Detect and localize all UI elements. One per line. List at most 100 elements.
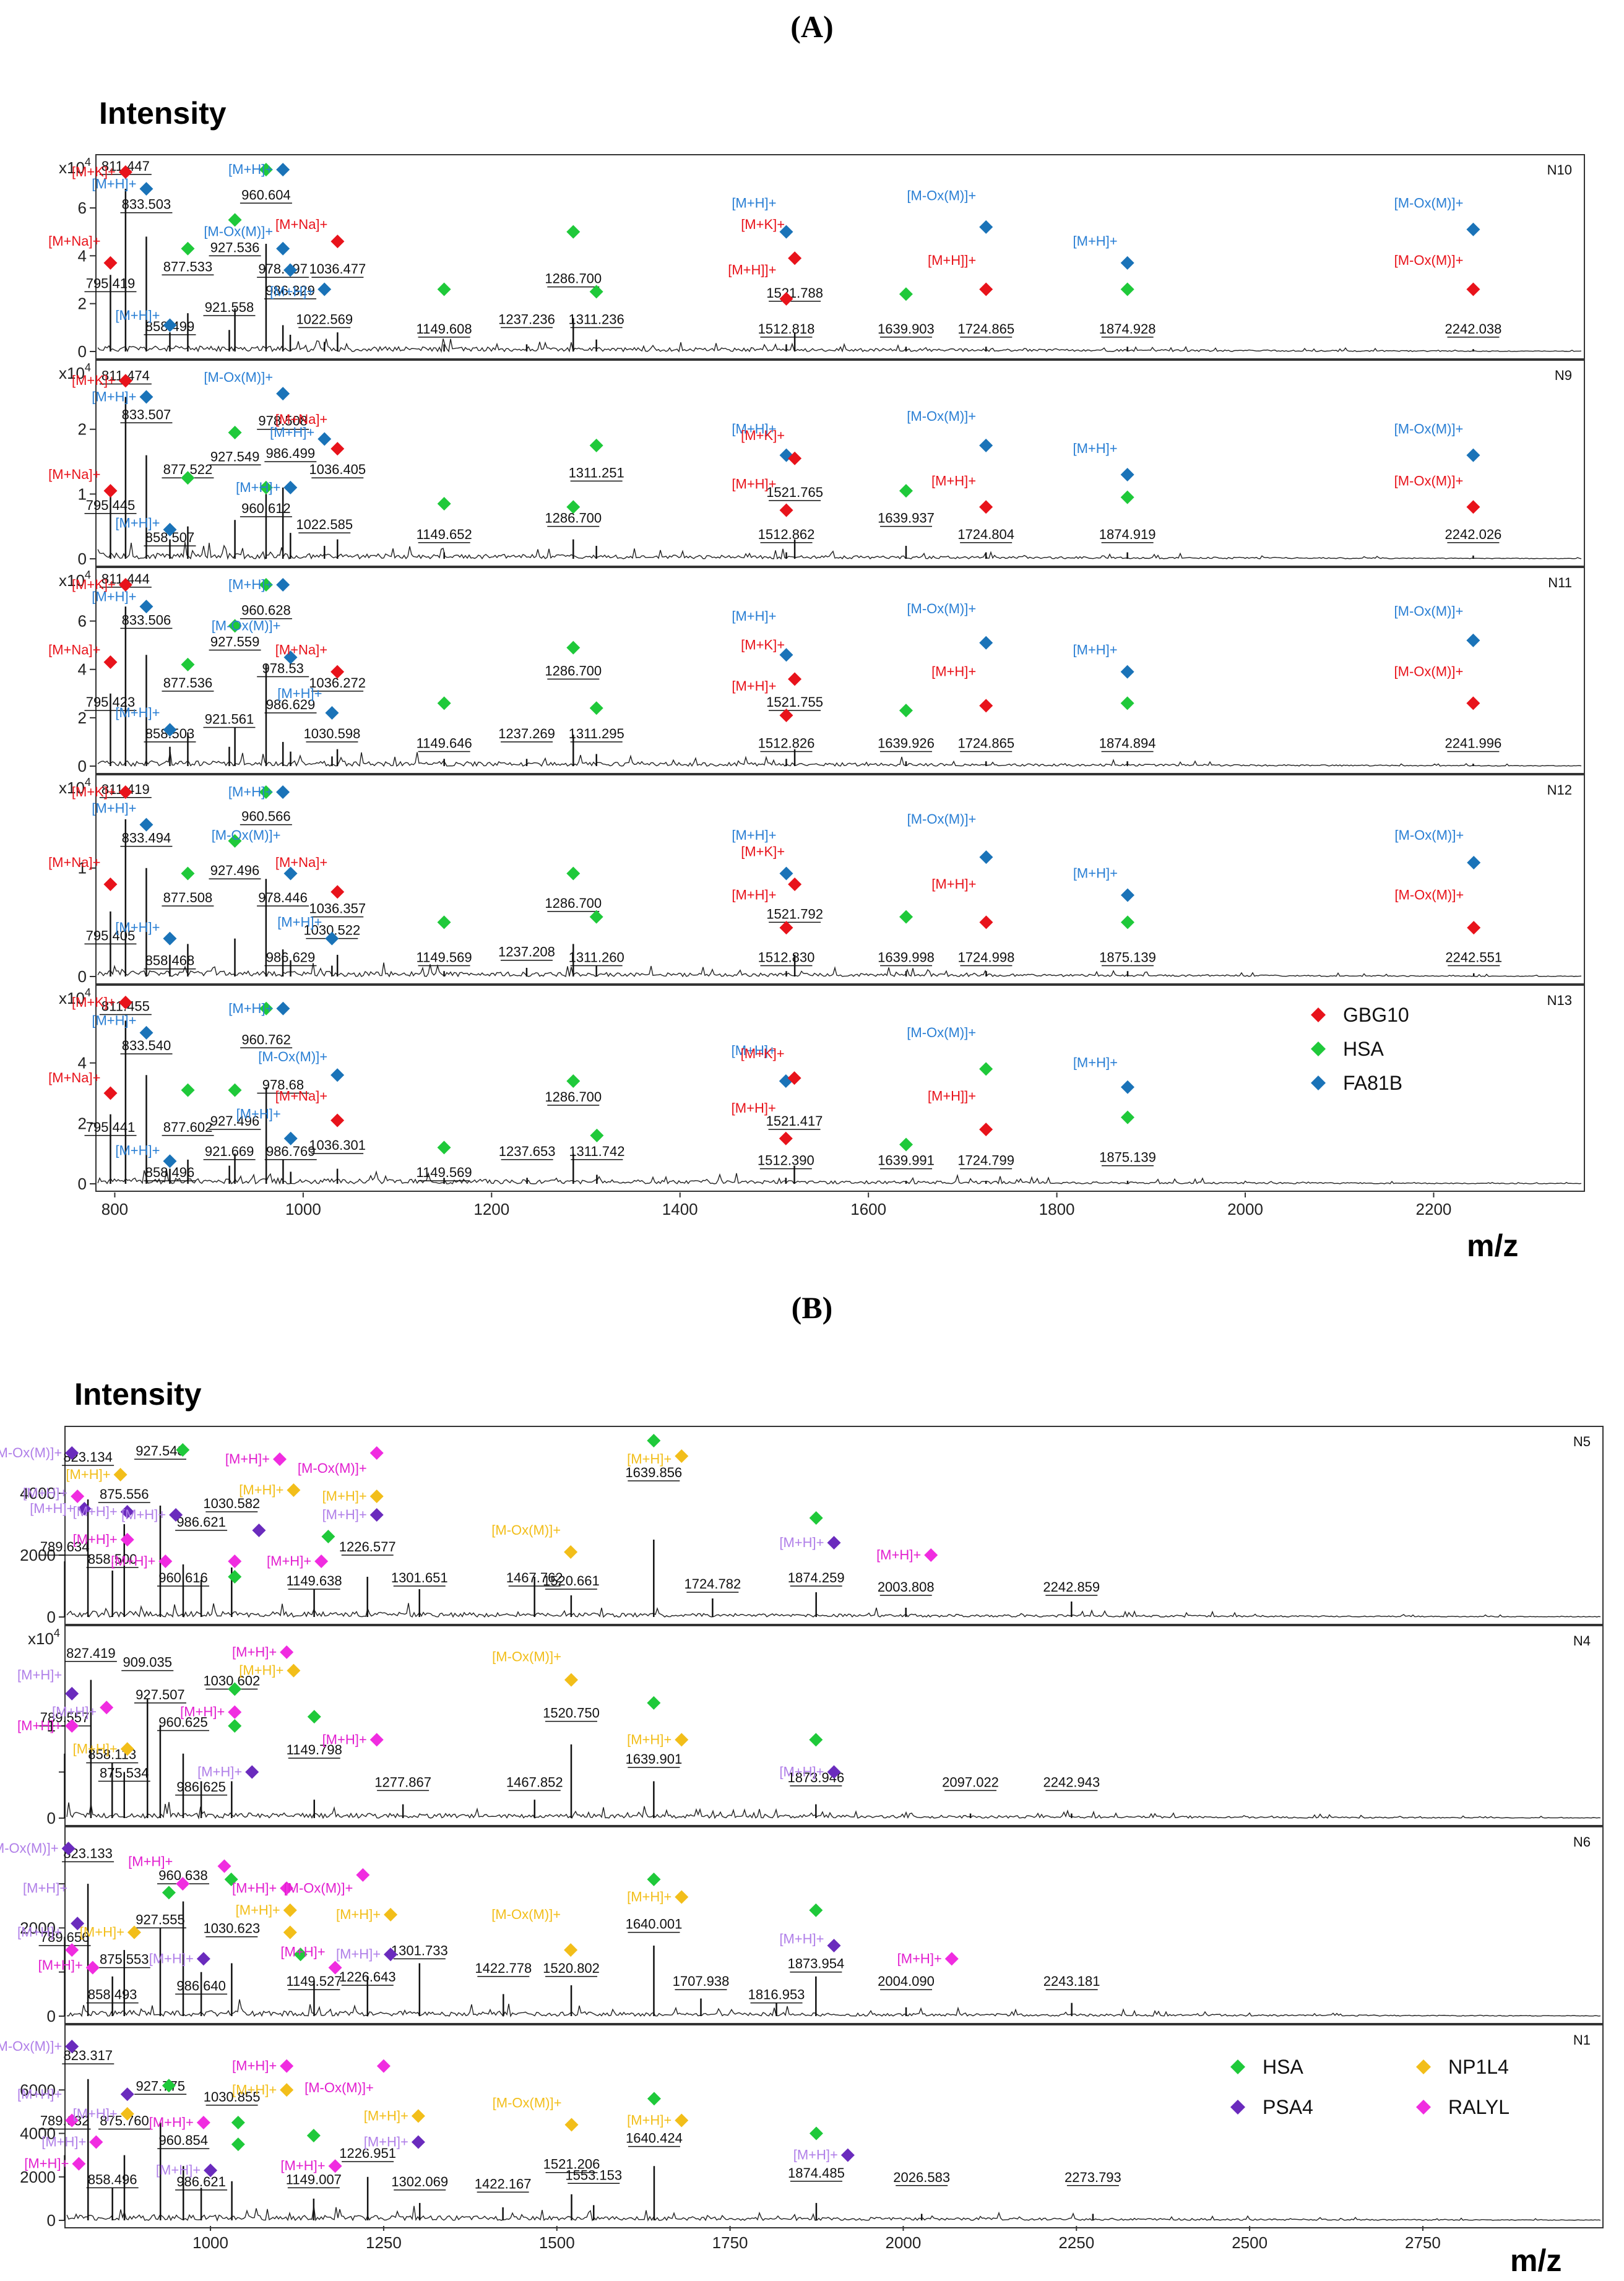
diamond-marker bbox=[293, 1947, 308, 1962]
diamond-marker bbox=[1120, 467, 1134, 481]
ion-annotation: [M-Ox(M)]+ bbox=[258, 1049, 327, 1064]
diamond-marker bbox=[328, 2159, 342, 2173]
ion-annotation: [M-Ox(M)]+ bbox=[491, 1522, 561, 1538]
ion-annotation: [M+Na]+ bbox=[275, 1088, 327, 1103]
diamond-marker bbox=[979, 220, 993, 234]
diamond-marker bbox=[283, 480, 298, 494]
ion-annotation: [M+Na]+ bbox=[275, 855, 327, 870]
ion-annotation: [M+H]+ bbox=[24, 2156, 69, 2171]
diamond-marker bbox=[228, 213, 242, 227]
peak-label: 1521.765 bbox=[766, 485, 823, 500]
peak-label: 789.557 bbox=[40, 1710, 90, 1725]
peak-label: 1640.424 bbox=[626, 2131, 683, 2146]
peak-label: 1467.762 bbox=[506, 1570, 563, 1585]
diamond-marker bbox=[564, 2118, 579, 2132]
ion-annotation: [M+H]+ bbox=[73, 2106, 118, 2121]
diamond-marker bbox=[437, 282, 451, 296]
diamond-marker bbox=[280, 2059, 294, 2073]
x-tick-label: 2000 bbox=[1227, 1200, 1263, 1218]
peak-label: 1512.830 bbox=[758, 949, 815, 965]
x-tick-label: 1600 bbox=[850, 1200, 886, 1218]
diamond-marker bbox=[979, 500, 993, 514]
ion-annotation: [M-Ox(M)]+ bbox=[907, 811, 977, 827]
peak-label: 2004.090 bbox=[878, 1973, 935, 1989]
ion-annotation: [M+H]+ bbox=[92, 176, 136, 191]
ion-annotation: [M+H]+ bbox=[322, 1507, 367, 1522]
diamond-marker bbox=[217, 1859, 231, 1873]
legend-marker bbox=[1311, 1007, 1326, 1022]
diamond-marker bbox=[779, 648, 793, 662]
ion-annotation: [M+H]+ bbox=[732, 887, 776, 903]
diamond-marker bbox=[103, 484, 118, 498]
ion-annotation: [M+H]+ bbox=[115, 308, 160, 323]
diamond-marker bbox=[276, 785, 290, 799]
y-tick-label: 4 bbox=[78, 246, 87, 265]
diamond-marker bbox=[437, 1140, 451, 1155]
peak-label: 1422.167 bbox=[475, 2176, 532, 2191]
diamond-marker bbox=[259, 578, 273, 592]
ion-annotation: [M+H]+ bbox=[92, 800, 136, 816]
peak-label: 1873.954 bbox=[787, 1956, 844, 1972]
ion-annotation: [M+K]+ bbox=[72, 577, 116, 592]
ion-annotation: [M+H]+ bbox=[322, 1731, 367, 1747]
legend-label: GBG10 bbox=[1343, 1004, 1409, 1026]
ion-annotation: [M+H]+ bbox=[73, 1532, 118, 1547]
ion-annotation: [M+H]+ bbox=[92, 389, 136, 404]
ion-annotation: [M+H]+ bbox=[228, 577, 273, 592]
ion-annotation: [M+H]+ bbox=[779, 1931, 824, 1946]
peak-label: 1724.998 bbox=[958, 949, 1015, 965]
peak-label: 986.629 bbox=[266, 949, 316, 965]
peak-label: 1521.417 bbox=[766, 1113, 823, 1129]
diamond-marker bbox=[566, 866, 581, 881]
peak-label: 1301.651 bbox=[391, 1570, 448, 1585]
peak-label: 827.419 bbox=[66, 1645, 116, 1661]
diamond-marker bbox=[590, 1128, 604, 1142]
diamond-marker bbox=[1466, 500, 1480, 514]
peak-label: 1149.608 bbox=[417, 321, 472, 337]
peak-label: 1286.700 bbox=[545, 663, 602, 678]
ion-annotation: [M+H]+ bbox=[115, 920, 160, 935]
y-tick-label: 6000 bbox=[20, 2080, 56, 2099]
diamond-marker bbox=[899, 484, 913, 498]
ion-annotation: [M-Ox(M)]+ bbox=[1394, 421, 1464, 437]
y-tick-label: 4000 bbox=[20, 1484, 56, 1503]
y-tick-label: 0 bbox=[47, 1809, 56, 1827]
diamond-marker bbox=[330, 665, 345, 679]
ion-annotation: [M-Ox(M)]+ bbox=[907, 408, 976, 424]
peak-label: 1512.390 bbox=[758, 1153, 814, 1168]
peak-label: 921.561 bbox=[205, 711, 254, 727]
ion-annotation: [M+K]+ bbox=[741, 637, 785, 653]
diamond-marker bbox=[788, 251, 802, 265]
diamond-marker bbox=[979, 699, 993, 713]
peak-label: 877.533 bbox=[163, 259, 213, 274]
peak-label: 858.468 bbox=[145, 953, 195, 968]
ion-annotation: [M+H]+ bbox=[149, 2115, 194, 2130]
diamond-marker bbox=[827, 1938, 841, 1952]
ion-annotation: [M+H]+ bbox=[364, 2134, 408, 2150]
y-tick-label: 2 bbox=[78, 420, 87, 439]
peak-label: 1553.153 bbox=[565, 2167, 622, 2183]
ion-annotation: [M-Ox(M)]+ bbox=[1394, 887, 1464, 903]
panel-n12: N1201x104811.419833.494877.508795.405858… bbox=[48, 774, 1585, 986]
peak-label: 1467.852 bbox=[506, 1774, 563, 1790]
diamond-marker bbox=[317, 282, 332, 296]
diamond-marker bbox=[779, 503, 793, 517]
peak-label: 1311.742 bbox=[569, 1144, 624, 1159]
diamond-marker bbox=[589, 701, 603, 715]
diamond-marker bbox=[589, 910, 603, 924]
x-tick-label: 1000 bbox=[285, 1200, 321, 1218]
trace-name: N13 bbox=[1547, 993, 1572, 1008]
ion-annotation: [M+H]+ bbox=[73, 1741, 118, 1756]
panel-frame bbox=[95, 360, 1585, 567]
peak-label: 875.553 bbox=[100, 1952, 149, 1967]
diamond-marker bbox=[181, 866, 195, 881]
diamond-marker bbox=[228, 425, 242, 439]
noise-trace bbox=[97, 541, 1582, 560]
diamond-marker bbox=[384, 1947, 398, 1962]
diamond-marker bbox=[72, 2157, 86, 2171]
panel-b-letter: (B) bbox=[792, 1290, 833, 1325]
diamond-marker bbox=[330, 885, 345, 899]
diamond-marker bbox=[280, 1881, 294, 1895]
